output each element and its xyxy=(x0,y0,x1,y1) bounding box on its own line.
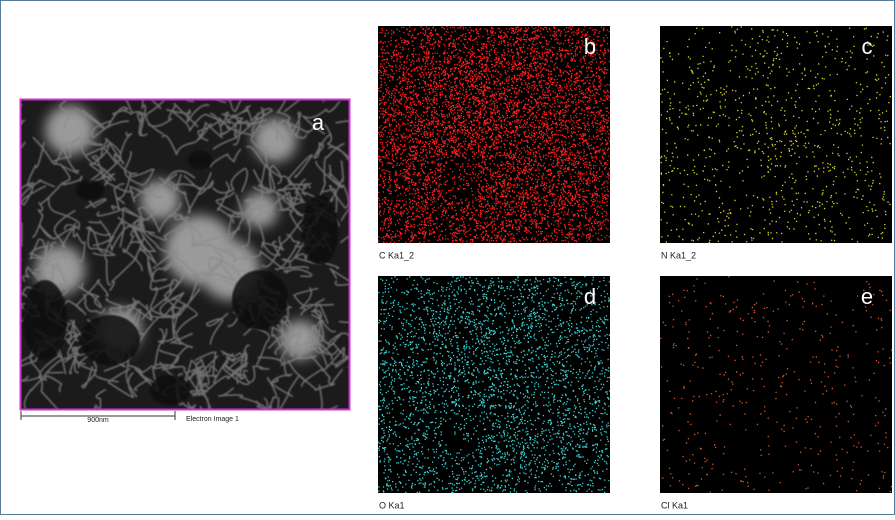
image-caption: Electron Image 1 xyxy=(186,416,239,423)
pore xyxy=(232,270,288,330)
map-caption: O Ka1 xyxy=(379,500,405,510)
map-c xyxy=(378,26,610,243)
glow-blob xyxy=(45,105,95,155)
pore xyxy=(76,180,104,200)
pore xyxy=(23,280,67,360)
pore xyxy=(150,375,190,405)
panel-letter: b xyxy=(584,34,596,59)
pore xyxy=(188,151,212,169)
panel-letter: e xyxy=(861,284,873,309)
scale-label: 900nm xyxy=(87,417,109,424)
map-caption: Cl Ka1 xyxy=(661,500,688,510)
panel-letter: c xyxy=(862,34,873,59)
pore xyxy=(80,315,140,365)
page: {"panels": [ {"letter": "a", "caption": … xyxy=(0,0,895,515)
panel-letter: d xyxy=(584,284,596,309)
map-cl xyxy=(660,276,892,493)
pore xyxy=(302,195,338,265)
map-caption: C Ka1_2 xyxy=(379,250,414,260)
panel-letter: a xyxy=(312,110,325,135)
map-caption: N Ka1_2 xyxy=(661,250,696,260)
figure: a 900nm Electron Image 1 b c d e C Ka1_2… xyxy=(0,0,895,515)
